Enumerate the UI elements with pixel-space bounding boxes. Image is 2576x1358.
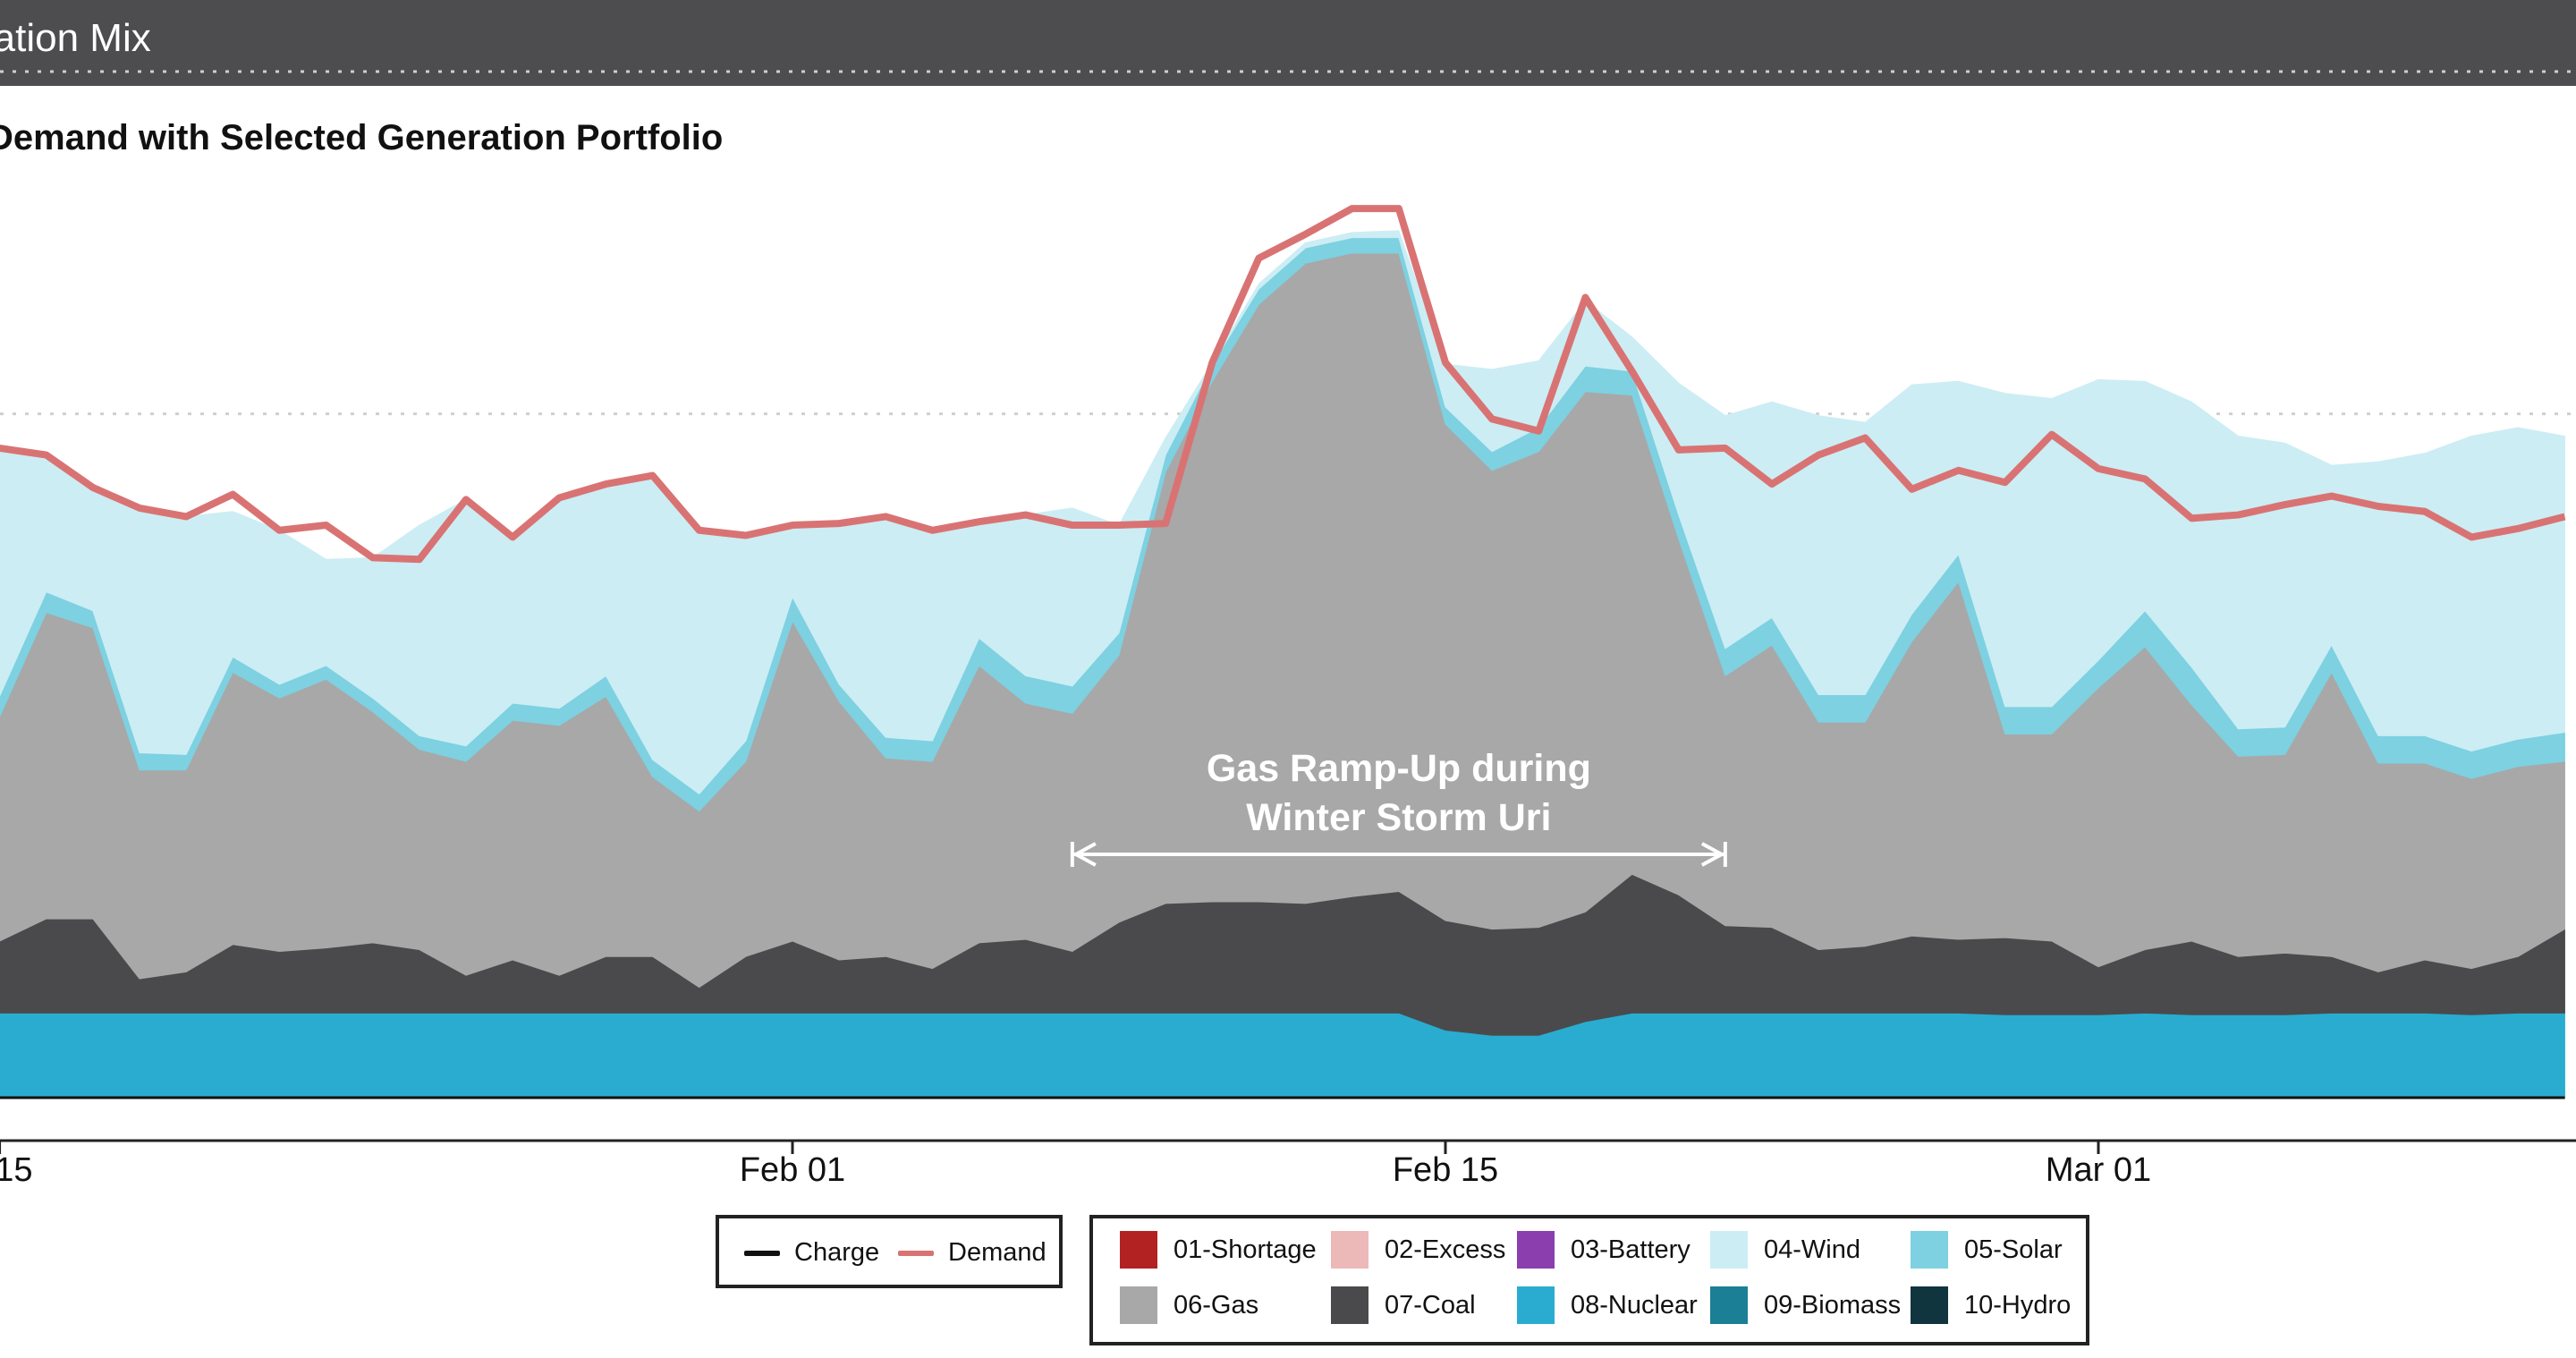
- annotation-text-line2: Winter Storm Uri: [1246, 796, 1551, 839]
- legend-label: 01-Shortage: [1174, 1235, 1317, 1264]
- x-axis: n 15 Feb 01 Feb 15 Mar 01: [0, 1139, 2576, 1189]
- annotation-arrowhead-left: [1072, 842, 1097, 867]
- legend-item-06-gas: 06-Gas: [1120, 1286, 1258, 1324]
- legend-label: 07-Coal: [1385, 1290, 1476, 1320]
- panel-title: ration Mix: [0, 16, 151, 60]
- legend-swatch: [1911, 1286, 1948, 1324]
- legend-item-charge: Charge: [744, 1238, 879, 1268]
- legend-item-02-excess: 02-Excess: [1331, 1231, 1505, 1269]
- x-tick-label: n 15: [0, 1151, 33, 1189]
- legend-swatch: [1911, 1231, 1948, 1269]
- legend-item-09-biomass: 09-Biomass: [1710, 1286, 1901, 1324]
- legend-label: 06-Gas: [1174, 1290, 1259, 1320]
- legend-label: 10-Hydro: [1964, 1290, 2072, 1320]
- legend-swatch: [1710, 1286, 1748, 1324]
- legend-label: 05-Solar: [1964, 1235, 2063, 1264]
- legend-swatch: [1331, 1286, 1368, 1324]
- chart-title: Demand with Selected Generation Portfoli…: [0, 118, 724, 157]
- x-tick-label: Mar 01: [2046, 1151, 2151, 1189]
- legend-label: Charge: [794, 1238, 880, 1267]
- stacked-areas: [0, 230, 2565, 1099]
- legend-item-07-coal: 07-Coal: [1331, 1286, 1476, 1324]
- legend-item-01-shortage: 01-Shortage: [1120, 1231, 1317, 1269]
- x-tick-label: Feb 01: [740, 1151, 845, 1189]
- legend-label: 04-Wind: [1764, 1235, 1860, 1264]
- legend-label: 02-Excess: [1385, 1235, 1506, 1264]
- legend-swatch: [1120, 1231, 1157, 1269]
- demand-line: [0, 205, 2566, 564]
- legend-swatch: [1331, 1231, 1368, 1269]
- legend-fills: 01-Shortage 02-Excess 03-Battery 04-Wind 05-…: [1089, 1215, 2089, 1345]
- annotation-arrowhead-right: [1700, 842, 1726, 867]
- series-lines: [0, 205, 2566, 1099]
- legend-swatch: [1517, 1286, 1555, 1324]
- gridlines: [0, 70, 2576, 416]
- legend-lines: Charge Demand: [716, 1215, 1063, 1288]
- legend-item-04-wind: 04-Wind: [1710, 1231, 1860, 1269]
- annotation-text-line1: Gas Ramp-Up during: [1207, 747, 1591, 790]
- legend-swatch: [1120, 1286, 1157, 1324]
- legend-line-swatch: [744, 1250, 780, 1256]
- legend-item-demand: Demand: [898, 1238, 1046, 1268]
- legend-item-05-solar: 05-Solar: [1911, 1231, 2063, 1269]
- legend-label: 09-Biomass: [1764, 1290, 1902, 1320]
- legend-swatch: [1517, 1231, 1555, 1269]
- area-08-nuclear: [0, 1012, 2565, 1099]
- legend-item-10-hydro: 10-Hydro: [1911, 1286, 2071, 1324]
- legend-item-03-battery: 03-Battery: [1517, 1231, 1690, 1269]
- legend-line-swatch: [898, 1250, 934, 1256]
- legend-label: 08-Nuclear: [1571, 1290, 1698, 1320]
- legend-label: Demand: [948, 1238, 1046, 1267]
- legend-label: 03-Battery: [1571, 1235, 1690, 1264]
- x-tick-label: Feb 15: [1393, 1151, 1498, 1189]
- legend-swatch: [1710, 1231, 1748, 1269]
- legend-item-08-nuclear: 08-Nuclear: [1517, 1286, 1698, 1324]
- storm-annotation: Gas Ramp-Up during Winter Storm Uri: [1070, 747, 1727, 867]
